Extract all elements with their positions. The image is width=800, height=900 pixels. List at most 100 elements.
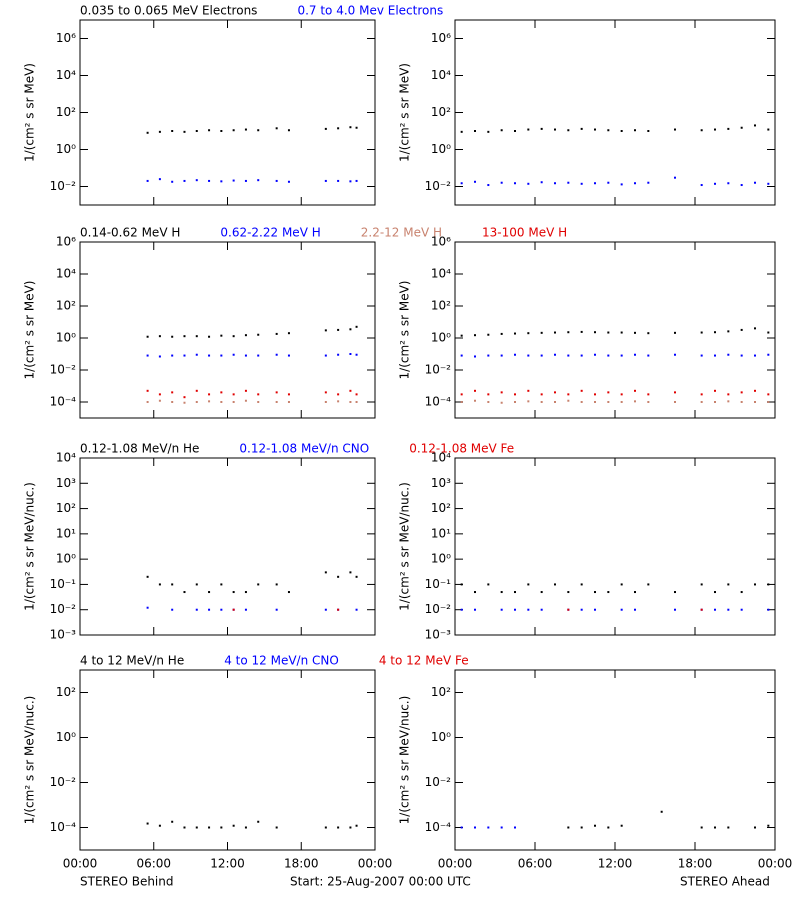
plot-frame [79, 669, 376, 851]
data-point [171, 608, 174, 611]
data-point [275, 401, 278, 403]
y-tick-label: 10⁻² [425, 363, 452, 377]
data-point [634, 400, 636, 403]
data-point [607, 354, 610, 357]
data-point [232, 129, 235, 132]
y-tick-label: 10² [56, 299, 76, 313]
x-tick-label: 00:00 [758, 857, 793, 871]
x-tick-label: 06:00 [518, 857, 553, 871]
data-point [740, 184, 743, 187]
data-point [220, 583, 223, 586]
data-point [324, 329, 327, 332]
data-point [554, 353, 556, 356]
data-point [767, 353, 770, 356]
legend-entry: 13-100 MeV H [482, 226, 567, 240]
data-point [195, 583, 198, 586]
y-tick-label: 10⁻² [50, 363, 77, 377]
legend-entry: 0.12-1.08 MeV/n CNO [239, 442, 369, 456]
data-point [567, 393, 570, 396]
data-point [727, 330, 730, 333]
data-point [567, 591, 570, 594]
data-point [594, 182, 596, 185]
data-point [700, 401, 703, 403]
data-point [567, 399, 570, 402]
y-tick-label: 10⁻³ [50, 628, 77, 642]
data-point [514, 393, 516, 396]
data-point [355, 126, 358, 129]
data-point [349, 353, 352, 355]
data-point [540, 608, 543, 611]
data-point [171, 130, 174, 132]
y-tick-label: 10⁻² [50, 179, 77, 193]
data-point [527, 400, 530, 403]
data-point [232, 353, 235, 356]
y-tick-label: 10⁰ [56, 552, 76, 566]
data-point [727, 182, 730, 185]
data-point [487, 583, 490, 586]
y-tick-label: 10¹ [56, 526, 76, 540]
data-point [324, 127, 327, 130]
data-point [727, 826, 730, 829]
data-point [171, 354, 174, 357]
data-point [195, 826, 198, 829]
data-point [700, 184, 703, 187]
data-point [220, 391, 223, 394]
data-point [740, 591, 743, 594]
data-point [567, 826, 570, 829]
data-point [460, 354, 463, 357]
data-point [767, 128, 770, 131]
data-point [287, 180, 290, 183]
data-point [740, 401, 743, 403]
data-point [754, 181, 756, 184]
data-point [607, 401, 610, 403]
y-tick-label: 10⁴ [56, 68, 76, 82]
data-point [183, 826, 186, 829]
data-point [567, 181, 570, 184]
data-point [275, 391, 278, 394]
data-point [337, 393, 340, 396]
data-point [527, 354, 530, 357]
y-tick-label: 10⁰ [431, 331, 451, 345]
data-point [700, 354, 703, 357]
data-point [634, 591, 636, 594]
x-tick-label: 00:00 [358, 857, 393, 871]
data-point [146, 401, 149, 403]
data-point [158, 130, 161, 133]
y-axis-label: 1/(cm² s sr MeV/nuc.) [398, 696, 412, 825]
data-point [554, 391, 556, 394]
data-point [287, 354, 290, 357]
y-axis-label: 1/(cm² s sr MeV) [398, 281, 412, 380]
data-point [146, 606, 149, 609]
data-point [527, 128, 530, 131]
y-tick-label: 10² [431, 685, 451, 699]
data-point [257, 393, 260, 396]
y-tick-label: 10² [56, 105, 76, 119]
y-tick-label: 10⁻³ [425, 628, 452, 642]
data-point [620, 608, 623, 611]
data-point [337, 826, 340, 829]
data-point [514, 353, 516, 356]
data-point [674, 401, 676, 403]
y-tick-label: 10⁴ [431, 451, 451, 465]
data-point [540, 401, 543, 403]
data-point [275, 583, 278, 586]
data-point [727, 353, 730, 356]
y-tick-label: 10³ [431, 476, 451, 490]
data-point [355, 393, 358, 396]
plot-frame [79, 19, 376, 206]
data-point [355, 179, 358, 182]
data-point [500, 608, 503, 611]
data-point [754, 583, 756, 586]
data-point [634, 182, 636, 185]
data-point [607, 391, 610, 394]
data-point [714, 608, 716, 611]
data-point [349, 126, 352, 129]
data-point [460, 182, 463, 185]
data-point [460, 608, 463, 611]
legend-entry: 2.2-12 MeV H [361, 226, 442, 240]
data-point [674, 331, 676, 334]
data-point [514, 332, 516, 335]
data-point [500, 391, 503, 394]
y-tick-label: 10³ [56, 476, 76, 490]
data-point [337, 328, 340, 331]
